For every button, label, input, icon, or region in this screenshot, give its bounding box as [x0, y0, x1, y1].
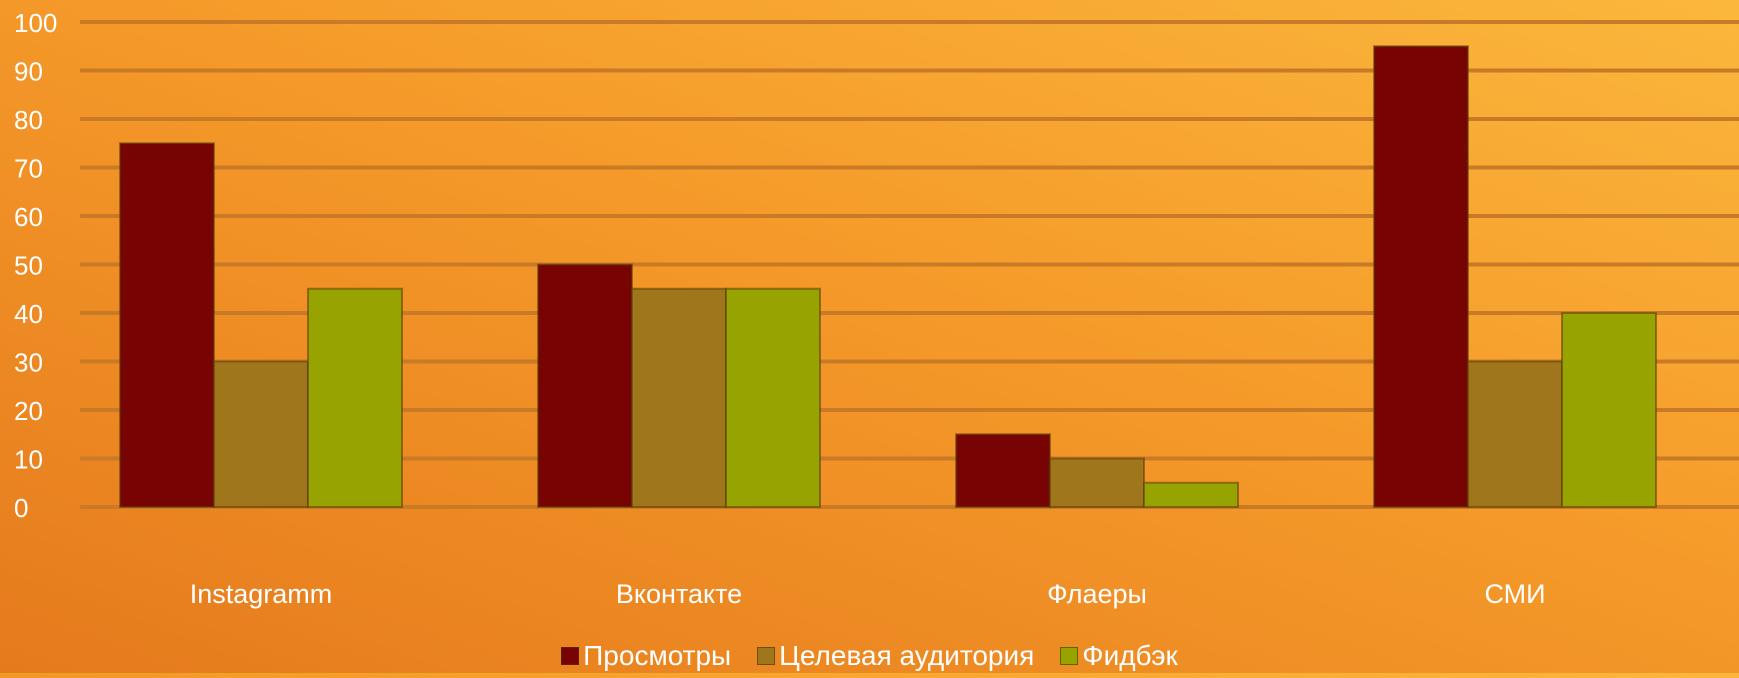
legend-item: Фидбэк — [1060, 640, 1178, 672]
x-tick-label: Флаеры — [1047, 579, 1147, 609]
bar — [631, 287, 727, 508]
y-tick-label: 0 — [14, 493, 28, 523]
y-axis-ticks: 0 10 20 30 40 50 60 70 80 90 100 — [14, 8, 57, 523]
y-tick-label: 10 — [14, 445, 43, 475]
bar — [955, 433, 1051, 508]
legend-label: Фидбэк — [1082, 640, 1178, 671]
y-tick-label: 90 — [14, 57, 43, 87]
legend-swatch — [1060, 647, 1079, 665]
x-tick-label: Instagramm — [190, 579, 333, 609]
x-tick-label: СМИ — [1484, 579, 1545, 609]
x-axis-ticks: Instagramm Вконтакте Флаеры СМИ — [190, 579, 1546, 609]
y-tick-label: 100 — [14, 8, 57, 38]
y-tick-label: 50 — [14, 251, 43, 281]
y-tick-label: 30 — [14, 348, 43, 378]
bars — [119, 45, 1657, 508]
legend-item: Целевая аудитория — [757, 640, 1034, 672]
y-tick-label: 70 — [14, 154, 43, 184]
y-tick-label: 60 — [14, 202, 43, 232]
y-tick-label: 40 — [14, 299, 43, 329]
y-tick-label: 80 — [14, 105, 43, 135]
bar — [1373, 45, 1469, 508]
x-tick-label: Вконтакте — [616, 579, 742, 609]
chart-legend: Просмотры Целевая аудитория Фидбэк — [0, 640, 1739, 672]
bar — [307, 287, 403, 508]
y-tick-label: 20 — [14, 396, 43, 426]
bar — [1561, 312, 1657, 508]
bar — [1049, 457, 1145, 508]
bar — [1467, 360, 1563, 508]
bar — [537, 263, 633, 508]
legend-swatch — [757, 647, 776, 665]
bar — [725, 287, 821, 508]
legend-swatch — [561, 647, 580, 665]
bar — [119, 142, 215, 508]
bar — [1143, 481, 1239, 508]
legend-label: Просмотры — [583, 640, 732, 671]
legend-label: Целевая аудитория — [779, 640, 1035, 671]
bar — [213, 360, 309, 508]
legend-item: Просмотры — [561, 640, 731, 672]
